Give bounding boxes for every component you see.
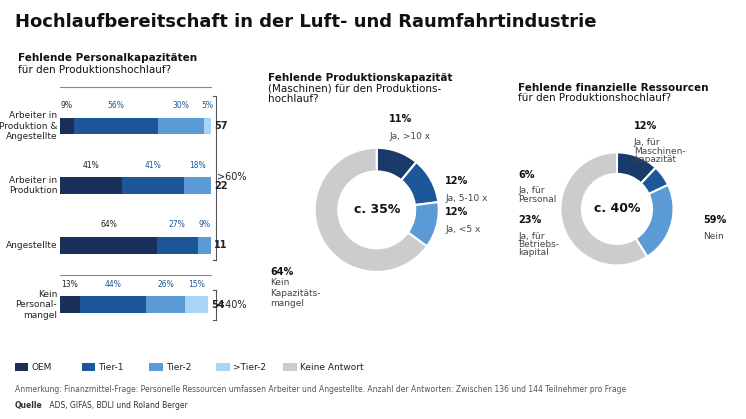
Text: c. 40%: c. 40%	[594, 202, 640, 215]
Text: 44%: 44%	[104, 280, 122, 289]
Text: 57: 57	[214, 121, 228, 131]
Bar	[74, 118, 158, 134]
Text: 54: 54	[211, 300, 225, 310]
Text: Angestellte: Angestellte	[5, 241, 57, 250]
Bar	[186, 297, 208, 313]
Text: Ja, <5 x: Ja, <5 x	[445, 225, 480, 234]
Text: kapazität: kapazität	[634, 155, 676, 164]
Wedge shape	[315, 148, 427, 272]
Text: 15%: 15%	[189, 280, 205, 289]
Text: Keine Antwort: Keine Antwort	[300, 362, 363, 372]
Text: mangel: mangel	[270, 299, 304, 308]
Text: 30%: 30%	[172, 101, 189, 110]
Text: Ja, für: Ja, für	[518, 232, 545, 241]
Text: Tier-2: Tier-2	[166, 362, 191, 372]
Text: Nein: Nein	[703, 232, 724, 241]
Text: 41%: 41%	[83, 160, 99, 170]
Text: >60%: >60%	[217, 172, 247, 182]
Text: 11%: 11%	[389, 114, 413, 124]
Text: kapital: kapital	[518, 248, 549, 258]
Bar	[198, 237, 211, 253]
Wedge shape	[560, 153, 648, 266]
Bar	[80, 297, 146, 313]
Text: (Maschinen) für den Produktions-: (Maschinen) für den Produktions-	[268, 83, 442, 93]
Text: Ja, 5-10 x: Ja, 5-10 x	[445, 194, 487, 203]
Text: 41%: 41%	[145, 160, 161, 170]
Bar	[184, 177, 211, 194]
Text: hochlauf?: hochlauf?	[268, 94, 319, 104]
Wedge shape	[641, 168, 668, 194]
Text: Ja, für: Ja, für	[634, 138, 660, 147]
Text: 23%: 23%	[518, 215, 542, 225]
Text: Personal: Personal	[518, 195, 557, 204]
Wedge shape	[401, 162, 439, 205]
Text: 64%: 64%	[100, 220, 117, 229]
Text: Hochlaufbereitschaft in der Luft- und Raumfahrtindustrie: Hochlaufbereitschaft in der Luft- und Ra…	[15, 13, 596, 31]
Wedge shape	[408, 202, 439, 246]
Text: 12%: 12%	[634, 121, 657, 131]
Text: 12%: 12%	[445, 207, 468, 217]
Text: Fehlende Personalkapazitäten: Fehlende Personalkapazitäten	[18, 53, 197, 63]
Text: Betriebs-: Betriebs-	[518, 240, 559, 249]
Text: Arbeiter in
Produktion: Arbeiter in Produktion	[9, 176, 57, 195]
Bar	[60, 177, 122, 194]
Text: Kein
Personal-
mangel: Kein Personal- mangel	[16, 290, 57, 320]
Bar	[60, 118, 74, 134]
Wedge shape	[377, 148, 416, 180]
Bar	[157, 237, 198, 253]
Wedge shape	[636, 185, 674, 257]
Text: 56%: 56%	[107, 101, 125, 110]
Text: 5%: 5%	[201, 101, 213, 110]
Text: c. 35%: c. 35%	[354, 203, 400, 216]
Bar	[146, 297, 186, 313]
Bar	[60, 237, 157, 253]
Text: für den Produktionshochlauf?: für den Produktionshochlauf?	[518, 93, 671, 103]
Text: 9%: 9%	[198, 220, 210, 229]
Text: 64%: 64%	[270, 267, 293, 277]
Text: für den Produktionshochlauf?: für den Produktionshochlauf?	[18, 65, 171, 75]
Text: 59%: 59%	[703, 215, 726, 225]
Text: 9%: 9%	[61, 101, 73, 110]
Bar	[204, 118, 211, 134]
Text: 13%: 13%	[62, 280, 78, 289]
Text: 12%: 12%	[445, 176, 468, 186]
Text: Fehlende Produktionskapazität: Fehlende Produktionskapazität	[268, 73, 453, 83]
Text: <40%: <40%	[217, 300, 247, 310]
Text: Quelle: Quelle	[15, 401, 43, 410]
Text: Arbeiter in
Produktion &
Angestellte: Arbeiter in Produktion & Angestellte	[0, 111, 57, 141]
Text: Ja, für: Ja, für	[518, 186, 545, 195]
Text: 26%: 26%	[157, 280, 175, 289]
Text: Tier-1: Tier-1	[98, 362, 124, 372]
Wedge shape	[617, 153, 656, 184]
Text: Kapazitäts-: Kapazitäts-	[270, 289, 321, 297]
Text: Kein: Kein	[270, 278, 289, 287]
Bar	[122, 177, 184, 194]
Text: Maschinen-: Maschinen-	[634, 147, 686, 156]
Text: 22: 22	[214, 181, 228, 191]
Bar	[60, 297, 80, 313]
Bar	[158, 118, 204, 134]
Text: 11: 11	[214, 240, 228, 250]
Text: 18%: 18%	[189, 160, 206, 170]
Text: Ja, >10 x: Ja, >10 x	[389, 132, 430, 141]
Text: Fehlende finanzielle Ressourcen: Fehlende finanzielle Ressourcen	[518, 83, 709, 93]
Text: >Tier-2: >Tier-2	[233, 362, 266, 372]
Text: 27%: 27%	[169, 220, 186, 229]
Text: Anmerkung: Finanzmittel-Frage: Personelle Ressourcen umfassen Arbeiter und Anges: Anmerkung: Finanzmittel-Frage: Personell…	[15, 385, 626, 393]
Text: ADS, GIFAS, BDLI und Roland Berger: ADS, GIFAS, BDLI und Roland Berger	[47, 401, 188, 410]
Text: OEM: OEM	[31, 362, 51, 372]
Text: 6%: 6%	[518, 170, 535, 179]
